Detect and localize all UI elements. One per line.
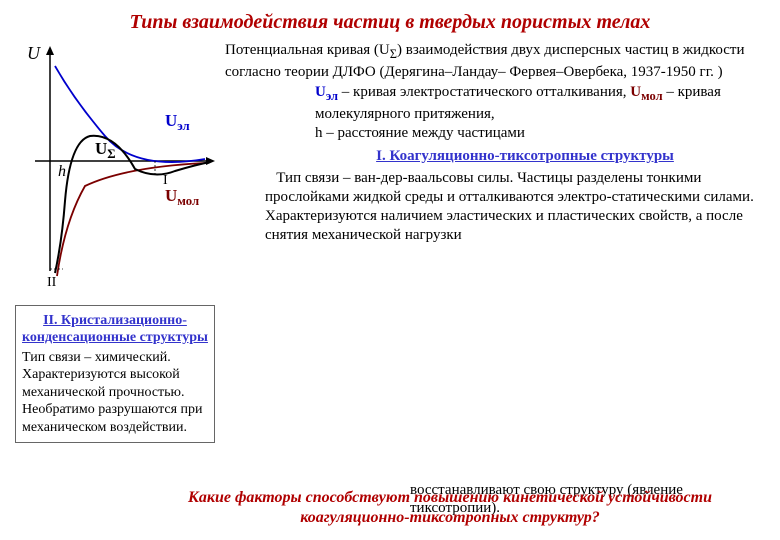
bottom-question: Какие факторы способствуют повышению кин…: [150, 488, 750, 528]
right-column: Потенциальная кривая (UΣ) взаимодействия…: [225, 41, 765, 443]
curve-explanation: Uэл – кривая электростатического отталки…: [315, 83, 765, 142]
u-el-curve-label: Uэл: [165, 111, 190, 133]
section2-body: Тип связи – химический. Характеризуются …: [22, 349, 208, 437]
section2-heading: II. Кристализационно-конденсационные стр…: [22, 312, 208, 347]
section1-body: Тип связи – ван-дер-ваальсовы силы. Част…: [265, 169, 765, 244]
min-I-label: I: [163, 173, 168, 188]
x-axis-label: h: [58, 163, 66, 180]
section1-heading: I. Коагуляционно-тиксотропные структуры: [285, 147, 765, 166]
u-mol-label: Uмол: [630, 84, 662, 100]
u-mol-curve-label: Uмол: [165, 186, 199, 208]
y-axis-label: U: [27, 43, 41, 63]
content-area: U h Uэл UΣ Uмол I II II. Кристализационн…: [15, 41, 765, 443]
dlvo-curve-graph: U h Uэл UΣ Uмол I II: [15, 41, 215, 291]
left-column: U h Uэл UΣ Uмол I II II. Кристализационн…: [15, 41, 215, 443]
u-el-label: Uэл: [315, 84, 338, 100]
section2-box: II. Кристализационно-конденсационные стр…: [15, 305, 215, 444]
intro-paragraph: Потенциальная кривая (UΣ) взаимодействия…: [225, 41, 765, 81]
slide-title: Типы взаимодействия частиц в твердых пор…: [15, 10, 765, 35]
min-II-label: II: [47, 275, 57, 290]
